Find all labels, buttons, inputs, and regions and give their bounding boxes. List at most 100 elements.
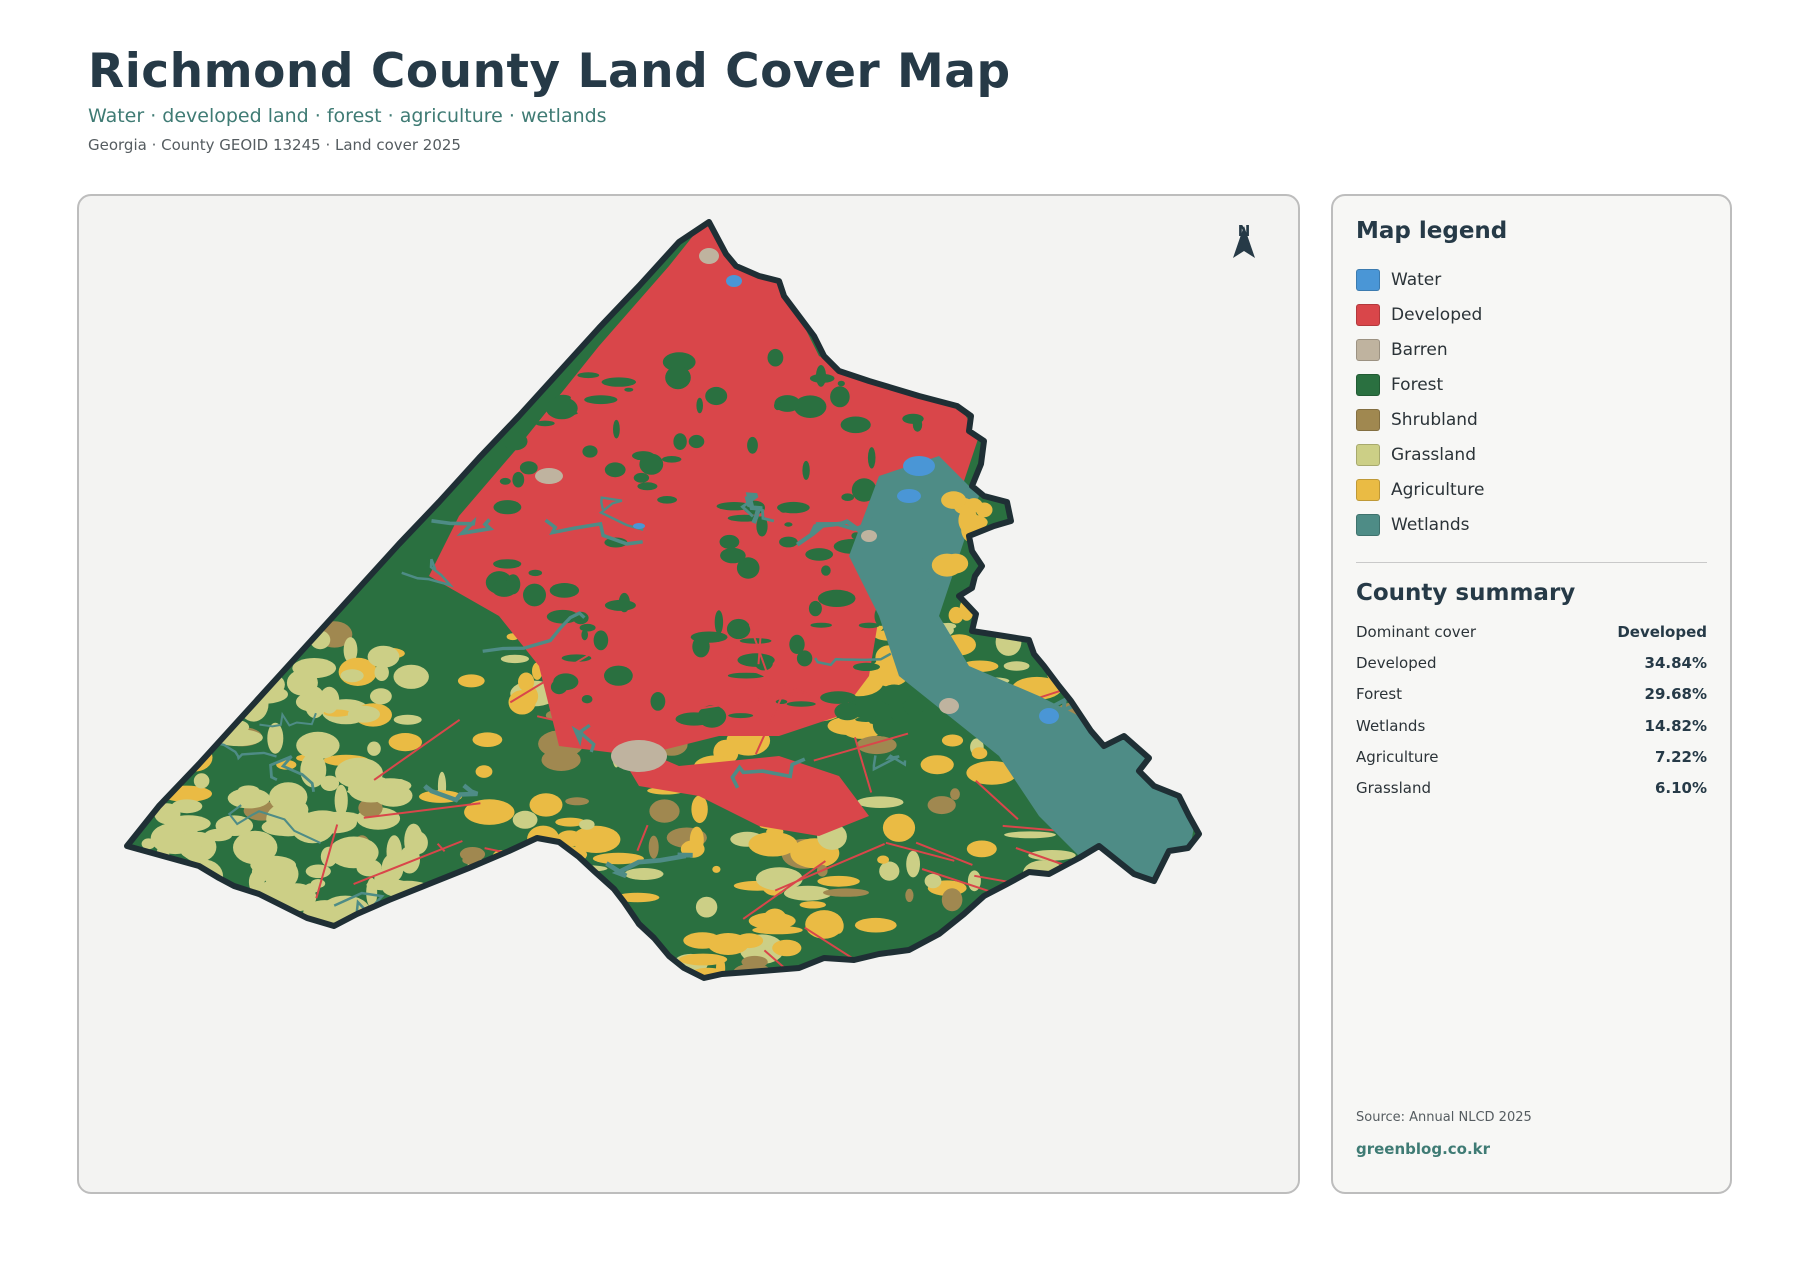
forest-fragment (719, 534, 740, 549)
forest-fragment (728, 713, 754, 719)
agri-patch (988, 910, 1021, 928)
agri-patch (997, 926, 1044, 952)
agri-patch (941, 491, 967, 509)
agri-patch (1039, 940, 1063, 966)
agri-patch (462, 942, 494, 950)
road (192, 946, 314, 957)
water-body (903, 456, 935, 476)
agri-patch (440, 926, 486, 948)
forest-fragment (705, 386, 728, 406)
agri-patch (526, 933, 562, 958)
agri-patch (966, 761, 1018, 785)
summary-label: Agriculture (1356, 747, 1439, 766)
forest-fragment (581, 629, 588, 641)
agri-patch (500, 654, 529, 664)
agri-patch (276, 760, 297, 770)
forest-fragment (794, 395, 827, 418)
grassland-patch (227, 788, 271, 809)
road (436, 843, 446, 852)
agri-patch (544, 967, 555, 978)
agri-patch (648, 835, 659, 859)
summary-label: Wetlands (1356, 716, 1426, 735)
agri-patch (162, 674, 182, 702)
agri-patch (464, 799, 515, 825)
grassland-patch (153, 876, 170, 896)
site-link[interactable]: greenblog.co.kr (1356, 1140, 1491, 1158)
agri-patch (555, 817, 586, 827)
road (373, 718, 461, 781)
agri-patch (805, 910, 844, 939)
road (536, 715, 615, 735)
agri-patch (624, 868, 664, 880)
stream-wetland (730, 757, 806, 789)
agri-patch (269, 661, 280, 675)
agri-patch (410, 953, 429, 978)
forest-fragment (888, 354, 924, 361)
forest-fragment (519, 461, 538, 475)
forest-fragment (714, 610, 724, 635)
agri-patch (1111, 919, 1129, 942)
agri-patch (877, 855, 889, 864)
grassland-patch (374, 664, 389, 681)
agri-patch (1019, 941, 1040, 948)
land-cover-map[interactable] (79, 196, 1300, 1194)
forest-fragment (584, 395, 618, 405)
legend-label: Barren (1391, 339, 1448, 360)
legend-swatch (1356, 373, 1380, 396)
forest-fragment (673, 433, 687, 450)
agri-patch (174, 934, 225, 964)
forest-fragment (696, 397, 703, 414)
agri-patch (1003, 661, 1030, 671)
grassland-patch (166, 696, 195, 727)
forest-fragment (837, 380, 845, 387)
grassland-patch (178, 832, 202, 859)
legend-swatch (1356, 408, 1380, 431)
road (509, 653, 590, 704)
forest-fragment (779, 536, 798, 548)
agri-patch (221, 641, 235, 653)
legend-item-wetlands: Wetlands (1356, 507, 1485, 542)
agri-patch (977, 965, 1011, 978)
grassland-patch (149, 769, 169, 798)
agri-patch (833, 918, 844, 934)
summary-value: 29.68% (1644, 685, 1707, 704)
stream-wetland (521, 919, 544, 950)
legend-item-developed: Developed (1356, 297, 1485, 332)
stream-wetland (1012, 486, 1084, 508)
stream-wetland (401, 558, 455, 588)
grassland-patch (210, 645, 253, 673)
legend-swatch (1356, 268, 1380, 291)
agri-patch (127, 954, 174, 978)
road (353, 840, 463, 886)
forest-fragment (523, 583, 546, 607)
grassland-patch (366, 879, 410, 891)
barren-patch (861, 530, 877, 542)
summary-label: Grassland (1356, 779, 1431, 798)
agri-patch (222, 636, 257, 649)
forest-fragment (867, 447, 876, 469)
grassland-patch (160, 703, 208, 722)
agri-patch (679, 953, 728, 966)
agri-patch (755, 867, 803, 891)
map-panel[interactable]: N (77, 194, 1300, 1194)
forest-fragment (841, 493, 854, 502)
agri-patch (127, 773, 163, 792)
forest-fragment (582, 445, 598, 458)
road (742, 860, 826, 920)
forest-fragment (775, 699, 788, 704)
agri-patch (879, 861, 900, 881)
legend-item-shrubland: Shrubland (1356, 402, 1485, 437)
forest-fragment (817, 589, 856, 607)
forest-fragment (604, 462, 626, 478)
agri-patch (1088, 971, 1139, 978)
agri-patch (1087, 932, 1107, 951)
forest-fragment (607, 673, 632, 684)
stream-wetland (274, 496, 352, 525)
forest-fragment (810, 622, 832, 628)
agri-patch (985, 588, 1012, 600)
agri-patch (518, 672, 535, 692)
road (853, 737, 873, 793)
agri-patch (882, 813, 916, 842)
agri-patch (941, 888, 963, 912)
forest-fragment (528, 569, 543, 577)
